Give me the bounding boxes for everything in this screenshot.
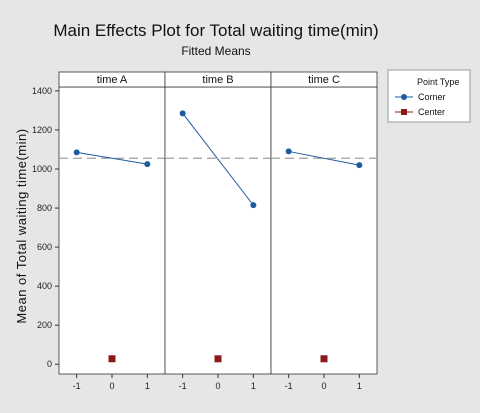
y-axis: 0 200 400 600 800 1000 1200 1400 <box>32 86 59 369</box>
x-tick-label: -1 <box>179 381 187 391</box>
y-tick-label: 200 <box>37 320 52 330</box>
y-tick-label: 1400 <box>32 86 52 96</box>
chart-subtitle: Fitted Means <box>181 44 250 58</box>
legend-title: Point Type <box>417 77 459 87</box>
panel-plot-area <box>164 86 272 375</box>
legend: Point Type Corner Center <box>387 69 471 123</box>
center-point <box>214 355 222 363</box>
corner-point <box>285 148 292 155</box>
x-tick-label: 1 <box>145 381 150 391</box>
x-tick-label: 0 <box>215 381 220 391</box>
y-axis-label: Mean of Total waiting time(min) <box>14 128 29 323</box>
panel-label: time A <box>97 74 128 86</box>
x-tick-label: 1 <box>357 381 362 391</box>
panel: time C -1 0 1 <box>270 71 378 391</box>
corner-series-line <box>76 151 148 165</box>
center-point <box>108 355 116 363</box>
panel: time B -1 0 1 <box>164 71 272 391</box>
x-tick-label: -1 <box>73 381 81 391</box>
y-tick-label: 600 <box>37 242 52 252</box>
corner-series-line <box>182 113 254 206</box>
legend-center-label: Center <box>418 107 445 117</box>
center-point <box>320 355 328 363</box>
y-tick-label: 0 <box>47 359 52 369</box>
panel: time A -1 0 1 <box>58 71 166 391</box>
x-tick-label: 1 <box>251 381 256 391</box>
corner-point <box>356 162 363 169</box>
y-tick-label: 400 <box>37 281 52 291</box>
x-tick-label: -1 <box>285 381 293 391</box>
legend-corner-label: Corner <box>418 92 446 102</box>
corner-point <box>250 202 257 209</box>
panels: time A -1 0 1 time B -1 0 1 time C -1 0 1 <box>58 71 378 391</box>
panel-label: time B <box>202 74 233 86</box>
corner-point <box>73 149 80 156</box>
panel-label: time C <box>308 74 340 86</box>
chart-title: Main Effects Plot for Total waiting time… <box>53 21 378 40</box>
corner-point <box>179 110 186 117</box>
y-tick-label: 800 <box>37 203 52 213</box>
legend-corner-marker <box>401 94 407 100</box>
legend-center-marker <box>401 109 407 115</box>
panel-plot-area <box>58 86 166 375</box>
panel-plot-area <box>270 86 378 375</box>
y-tick-label: 1200 <box>32 125 52 135</box>
x-tick-label: 0 <box>321 381 326 391</box>
panel-strip <box>270 71 378 88</box>
x-tick-label: 0 <box>109 381 114 391</box>
corner-series-line <box>288 150 360 166</box>
y-tick-label: 1000 <box>32 164 52 174</box>
corner-point <box>144 161 151 168</box>
